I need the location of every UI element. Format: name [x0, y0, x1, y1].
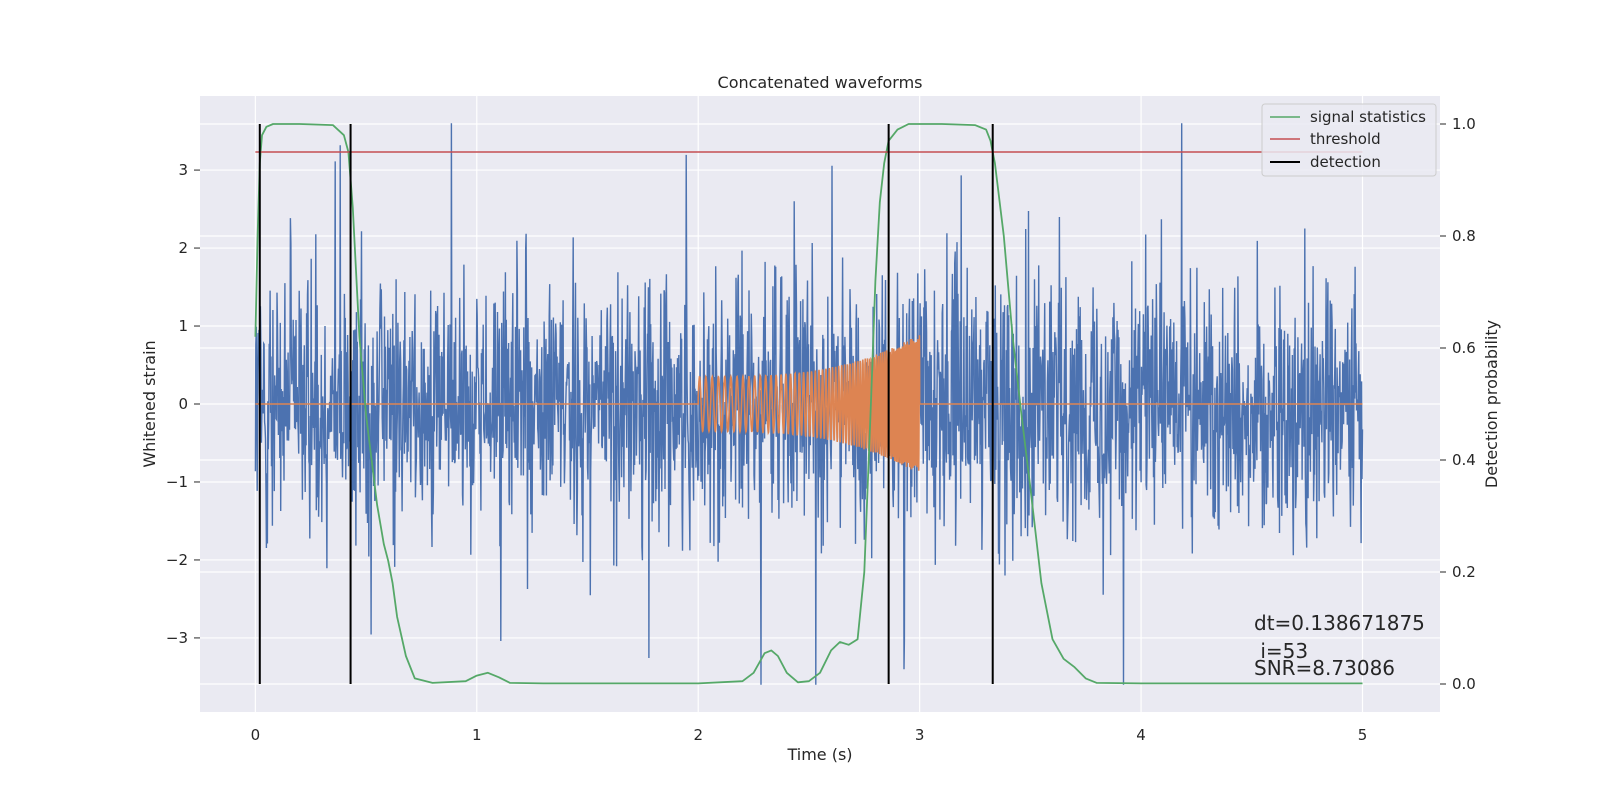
x-axis-label: Time (s) [786, 745, 852, 764]
chart-title: Concatenated waveforms [718, 73, 923, 92]
strain-series [254, 123, 1364, 685]
y-axis-label-right: Detection probability [1482, 320, 1501, 488]
y-tick-label-left: −1 [166, 473, 188, 491]
y-axis-label-left: Whitened strain [140, 340, 159, 467]
x-tick-label: 2 [693, 726, 703, 744]
y-tick-label-left: 3 [178, 161, 188, 179]
y-tick-label-right: 0.2 [1452, 563, 1476, 581]
y-tick-label-left: 2 [178, 239, 188, 257]
signal-statistics-line [254, 123, 1363, 685]
annotation-dt: dt=0.138671875 [1254, 611, 1425, 635]
y-tick-label-left: 1 [178, 317, 188, 335]
x-tick-label: 5 [1358, 726, 1368, 744]
legend-label-detection: detection [1310, 153, 1381, 171]
annotation-i: i=53 [1254, 639, 1308, 663]
y-tick-label-right: 1.0 [1452, 115, 1476, 133]
chirp-line [255, 335, 1363, 471]
x-tick-label: 0 [251, 726, 261, 744]
axis-ticks: 0 1 2 3 4 5 −3 −2 −1 0 1 2 3 0.0 0.2 0.4 0.6 0.8 1.0 [166, 115, 1476, 744]
x-tick-label: 4 [1136, 726, 1146, 744]
x-tick-label: 3 [915, 726, 925, 744]
legend-label-signal-statistics: signal statistics [1310, 108, 1426, 126]
y-tick-label-left: −2 [166, 551, 188, 569]
y-tick-label-right: 0.6 [1452, 339, 1476, 357]
strain-line [254, 123, 1364, 685]
y-tick-label-right: 0.0 [1452, 675, 1476, 693]
annotations: dt=0.138671875 i=53 SNR=8.73086 [1254, 611, 1425, 680]
y-tick-label-left: 0 [178, 395, 188, 413]
y-tick-label-left: −3 [166, 629, 188, 647]
legend: signal statistics threshold detection [1261, 103, 1437, 177]
chirp-series [255, 335, 1363, 471]
signal-statistics-series [254, 123, 1363, 685]
legend-box [1261, 103, 1437, 177]
annotation-snr: SNR=8.73086 [1254, 656, 1395, 680]
legend-label-threshold: threshold [1310, 130, 1381, 148]
y-tick-label-right: 0.4 [1452, 451, 1476, 469]
detection-series [258, 124, 994, 684]
y-tick-label-right: 0.8 [1452, 227, 1476, 245]
x-tick-label: 1 [472, 726, 482, 744]
